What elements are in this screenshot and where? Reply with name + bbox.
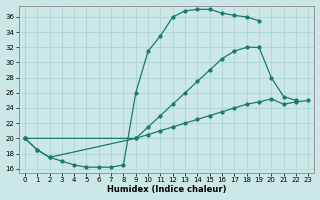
X-axis label: Humidex (Indice chaleur): Humidex (Indice chaleur) — [107, 185, 226, 194]
